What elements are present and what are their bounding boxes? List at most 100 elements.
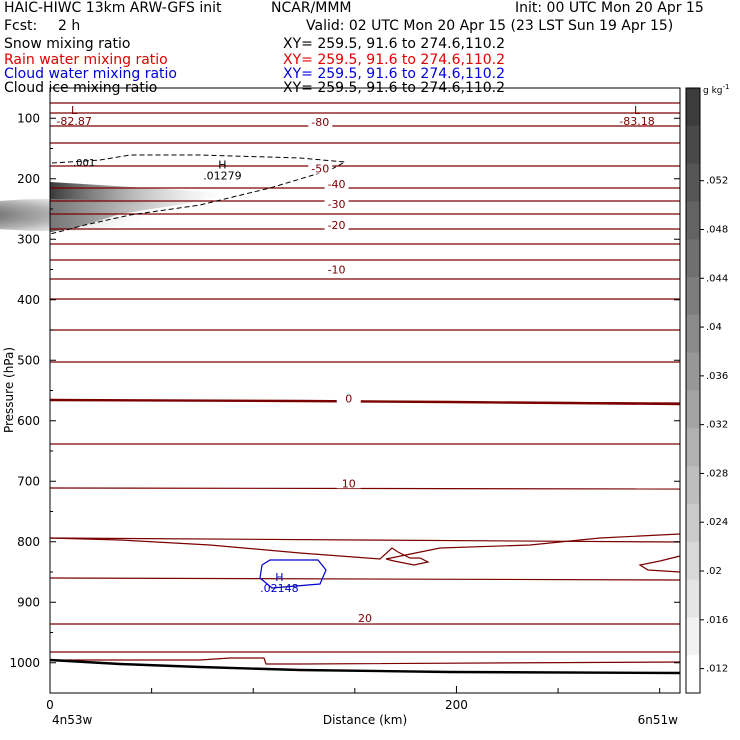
colorbar-swatch: [686, 314, 700, 354]
temperature-label-bg: [308, 161, 333, 174]
y-tick-label: 500: [17, 353, 40, 367]
colorbar-tick-label: .052: [706, 176, 728, 187]
colorbar-tick-label: .02: [706, 566, 722, 577]
temperature-label-bg: [324, 176, 349, 189]
y-tick-label: 1000: [9, 656, 40, 670]
temperature-label-bg: [324, 262, 349, 275]
plot-frame: [49, 87, 681, 694]
colorbar-swatch: [686, 390, 700, 429]
isotherm-closed: [638, 555, 681, 573]
field-snow-xy: XY= 259.5, 91.6 to 274.6,110.2: [283, 36, 506, 52]
colorbar-swatch: [686, 503, 700, 543]
x-tick-label: 200: [445, 698, 468, 712]
temperature-label: -20: [328, 219, 346, 232]
y-tick-label: 600: [17, 414, 40, 428]
temperature-label: -50: [311, 163, 329, 176]
colorbar-swatch: [686, 163, 700, 202]
colorbar-swatch: [686, 466, 700, 505]
valid-time: Valid: 02 UTC Mon 20 Apr 15 (23 LST Sun …: [306, 18, 674, 34]
surface-line: [49, 658, 681, 675]
temperature-label: 10: [342, 477, 356, 490]
temperature-label-bg: [324, 217, 349, 230]
model-title: HAIC-HIWC 13km ARW-GFS init: [4, 0, 222, 16]
extremum-value: -83.18: [619, 115, 654, 128]
forecast-label: Fcst:: [4, 18, 38, 34]
temperature-label: -30: [328, 198, 346, 211]
colorbar-tick-label: .04: [706, 322, 722, 333]
colorbar-swatch: [686, 352, 700, 391]
colorbar-tick-label: .024: [706, 517, 728, 528]
colorbar-swatch: [686, 88, 700, 127]
extremum-value: .02148: [260, 582, 299, 595]
temperature-label-bg: [353, 611, 377, 624]
extremum-symbol: L: [71, 104, 78, 117]
colorbar-unit: g kg-1: [703, 83, 729, 96]
y-tick-label: 100: [17, 111, 40, 125]
colorbar-tick-label: .048: [706, 224, 728, 235]
cloud-water-contour: [259, 559, 327, 589]
extremum-symbol: L: [634, 104, 641, 117]
x-tick-label: 0: [46, 698, 54, 712]
cloud-ice-contour: [49, 154, 347, 235]
field-snow-label: Snow mixing ratio: [4, 36, 131, 52]
temperature-label-bg: [336, 476, 361, 489]
colorbar-tick-label: .012: [706, 664, 728, 675]
isotherm-line: [49, 487, 681, 490]
freezing-level-line: [49, 398, 681, 406]
forecast-hours: 2 h: [58, 18, 81, 34]
temperature-label: -40: [328, 178, 346, 191]
colorbar-swatch: [686, 201, 700, 240]
colorbar-swatch: [686, 579, 700, 618]
colorbar-swatch: [686, 428, 700, 467]
colorbar-swatch: [686, 277, 700, 316]
y-tick-label: 200: [17, 172, 40, 186]
colorbar-frame: [685, 87, 701, 694]
y-tick-label: 300: [17, 232, 40, 246]
colorbar-swatch: [686, 239, 700, 278]
isotherm-line: [49, 577, 681, 581]
extremum-value: .01279: [203, 169, 242, 182]
left-endpoint-label: 4n53w: [52, 713, 93, 727]
temperature-label-bg: [324, 196, 349, 209]
colorbar-tick-label: .044: [706, 273, 728, 284]
field-rain-label: Rain water mixing ratio: [4, 52, 168, 68]
isotherm-line: [49, 537, 681, 543]
y-tick-label: 700: [17, 474, 40, 488]
init-time: Init: 00 UTC Mon 20 Apr 15: [515, 0, 704, 16]
isotherm-line: [49, 533, 681, 566]
ice-contour-label: .001: [73, 158, 95, 169]
right-endpoint-label: 6n51w: [638, 713, 679, 727]
x-axis-title: Distance (km): [323, 713, 407, 727]
colorbar: .052 .048 .044 .04 .036 .032 .028 .024 .02 .016 .0…: [685, 87, 728, 694]
isotherm-line: [50, 657, 681, 665]
colorbar-tick-label: .036: [706, 371, 728, 382]
y-axis-title: Pressure (hPa): [2, 347, 16, 433]
field-cloudwater-xy: XY= 259.5, 91.6 to 274.6,110.2: [283, 66, 506, 82]
extremum-value: -82.87: [56, 115, 91, 128]
colorbar-swatch: [686, 655, 700, 694]
temperature-labels: -80 -50 -40 -30 -20 -10 0 10 20: [308, 115, 377, 625]
x-axis-ticks: 0 200: [46, 686, 661, 712]
temperature-label-bg: [336, 391, 361, 404]
colorbar-swatch: [686, 617, 700, 656]
y-tick-label: 800: [17, 535, 40, 549]
temperature-label: 20: [358, 612, 372, 625]
temperature-label: -10: [328, 264, 346, 277]
colorbar-swatch: [686, 541, 700, 581]
colorbar-tick-label: .028: [706, 468, 728, 479]
y-tick-label: 400: [17, 293, 40, 307]
temperature-label: -80: [311, 116, 329, 129]
ice-shading-core: [0, 199, 162, 231]
extremum-symbol: H: [218, 158, 226, 171]
temperature-label: 0: [345, 393, 352, 406]
extremum-symbol: H: [275, 571, 283, 584]
field-rain-xy: XY= 259.5, 91.6 to 274.6,110.2: [283, 52, 506, 68]
colorbar-swatch: [686, 125, 700, 165]
temperature-label-bg: [308, 115, 333, 128]
y-tick-label: 900: [17, 595, 40, 609]
center-title: NCAR/MMM: [271, 0, 352, 16]
field-cloudwater-label: Cloud water mixing ratio: [4, 66, 177, 82]
